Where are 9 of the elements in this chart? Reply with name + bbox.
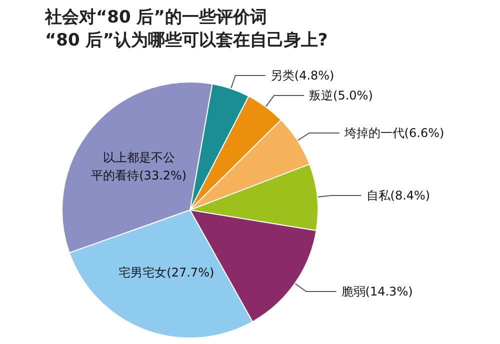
chart-title: 社会对“80 后”的一些评价词 [44, 8, 267, 28]
chart-subtitle: “80 后”认为哪些可以套在自己身上? [45, 30, 328, 50]
slice-label: 宅男宅女(27.7%) [118, 266, 214, 280]
slice-label: 自私(8.4%) [366, 188, 430, 203]
slice-label: 垮掉的一代(6.6%) [343, 126, 444, 140]
slice-label: 脆弱(14.3%) [341, 284, 413, 298]
slice-label: 另类(4.8%) [270, 68, 334, 82]
slice-label: 以上都是不公平的看待(33.2%) [91, 150, 187, 183]
slice-label: 叛逆(5.0%) [309, 88, 373, 103]
